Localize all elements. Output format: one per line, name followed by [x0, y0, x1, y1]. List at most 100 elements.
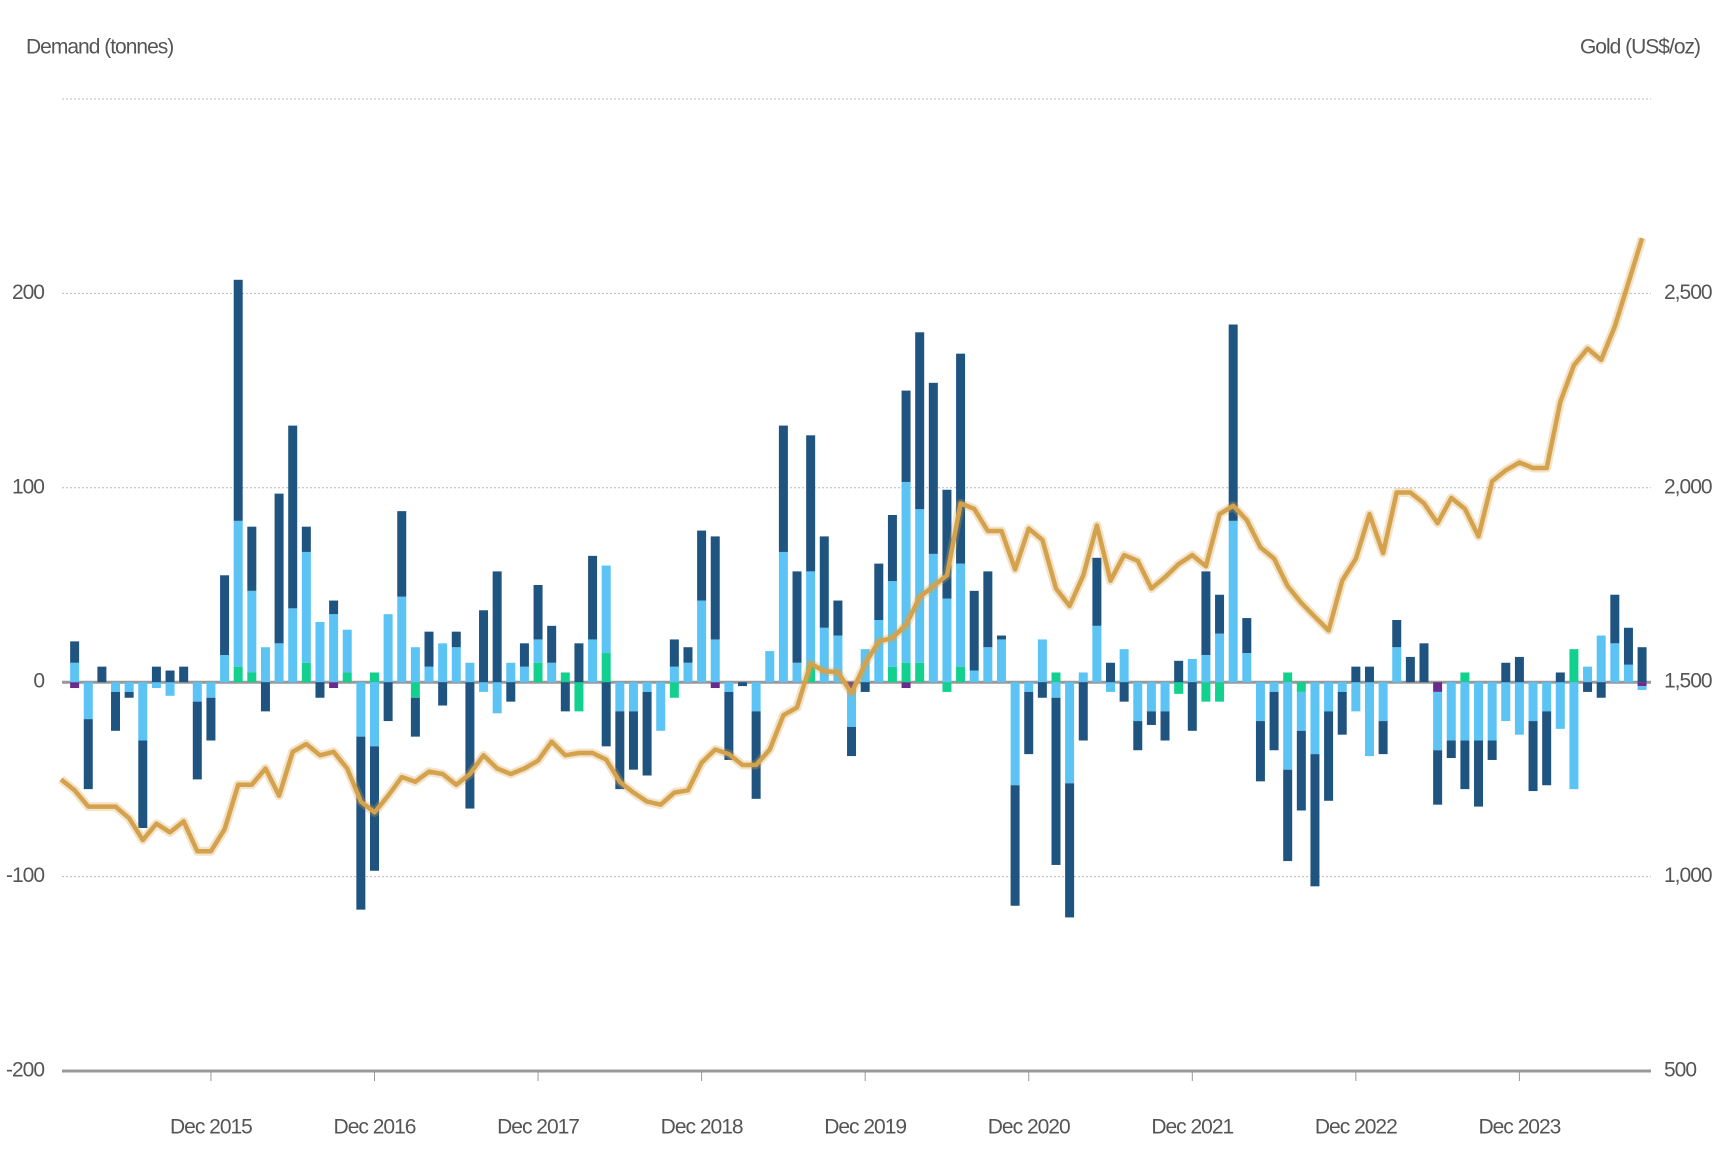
bar-segment	[247, 590, 257, 673]
bar-segment	[1487, 740, 1497, 760]
bar-segment	[697, 600, 707, 683]
bar-segment	[1092, 557, 1102, 626]
bar-segment	[1378, 721, 1388, 755]
bar-segment	[574, 682, 584, 712]
bar-segment	[806, 666, 816, 683]
bar-segment	[111, 691, 121, 731]
bar-segment	[1024, 691, 1034, 755]
bar-segment	[179, 666, 189, 683]
bar-segment	[792, 571, 802, 663]
bar-segment	[1364, 682, 1374, 757]
bar-segment	[1146, 682, 1156, 712]
bar-segment	[533, 585, 543, 640]
bar-segment	[424, 631, 434, 667]
bar-segment	[751, 711, 761, 799]
x-tick-label: Dec 2023	[1478, 1116, 1560, 1139]
bar-segment	[628, 682, 638, 712]
bar-segment	[1433, 691, 1443, 751]
bar-segment	[369, 672, 379, 683]
bar-segment	[1501, 682, 1511, 722]
bar-segment	[1310, 754, 1320, 887]
bar-segment	[928, 553, 938, 683]
bar-segment	[1474, 682, 1484, 741]
bar-segment	[1460, 682, 1470, 741]
bar-segment	[451, 631, 461, 648]
bar-segment	[260, 647, 270, 683]
bar-segment	[601, 682, 611, 747]
bar-segment	[1133, 721, 1143, 751]
bar-segment	[642, 691, 652, 776]
bar-segment	[1051, 672, 1061, 683]
bar-segment	[192, 682, 202, 702]
bar-segment	[451, 647, 461, 683]
y-tick-label: 0	[33, 670, 44, 693]
bar-segment	[1514, 682, 1524, 735]
bar-segment	[1283, 682, 1293, 770]
y2-tick-label: 1,500	[1664, 670, 1712, 693]
y2-tick-label: 500	[1664, 1059, 1696, 1082]
bar-segment	[833, 600, 843, 636]
bar-segment	[301, 662, 311, 683]
bar-segment	[70, 682, 80, 689]
bar-segment	[233, 666, 243, 683]
bar-segment	[1051, 682, 1061, 698]
bar-segment	[1133, 682, 1143, 722]
bar-segment	[369, 682, 379, 747]
bar-segment	[956, 666, 966, 683]
bar-segment	[1514, 656, 1524, 683]
bar-segment	[1242, 618, 1252, 654]
bar-segment	[778, 425, 788, 552]
bar-segment	[1174, 660, 1184, 683]
bar-segment	[683, 647, 693, 663]
y-axis-title: Demand (tonnes)	[26, 36, 173, 59]
bar-segment	[901, 662, 911, 683]
bar-segment	[1637, 686, 1647, 690]
bar-segment	[710, 682, 720, 689]
bar-segment	[1146, 711, 1156, 725]
bar-segment	[1187, 682, 1197, 731]
bar-segment	[1583, 682, 1593, 692]
bar-segment	[329, 600, 339, 615]
bar-segment	[1037, 682, 1047, 698]
bar-segment	[206, 697, 216, 741]
bar-segment	[1610, 594, 1620, 644]
bar-segment	[915, 662, 925, 683]
bar-segment	[1528, 682, 1538, 722]
bar-segment	[874, 619, 884, 683]
y2-axis-title: Gold (US$/oz)	[1580, 36, 1700, 59]
bar-segment	[996, 635, 1006, 640]
bar-segment	[1542, 682, 1552, 712]
bar-segment	[465, 682, 475, 809]
bar-segment	[1542, 711, 1552, 786]
bar-segment	[165, 670, 175, 683]
bar-segment	[710, 536, 720, 640]
bar-segment	[83, 682, 93, 720]
bar-segment	[1446, 740, 1456, 759]
bar-segment	[1637, 647, 1647, 683]
bar-segment	[438, 682, 448, 706]
bar-segment	[1569, 682, 1579, 790]
bar-segment	[601, 565, 611, 654]
bar-segment	[342, 629, 352, 673]
bar-segment	[1337, 682, 1347, 692]
bar-segment	[479, 682, 489, 692]
bar-segment	[1487, 682, 1497, 741]
bar-segment	[1283, 672, 1293, 683]
bar-segment	[928, 382, 938, 554]
bar-segment	[233, 520, 243, 667]
bar-segment	[901, 390, 911, 482]
bar-segment	[969, 670, 979, 683]
bar-segment	[588, 555, 598, 640]
bar-segment	[1296, 691, 1306, 731]
bar-segment	[724, 682, 734, 692]
bar-segment	[683, 662, 693, 683]
bar-segment	[847, 682, 857, 689]
bar-segment	[151, 666, 161, 683]
bar-segment	[383, 682, 393, 722]
x-tick-label: Dec 2018	[661, 1116, 743, 1139]
bar-segment	[1065, 783, 1075, 918]
gold-price-line	[59, 237, 1645, 854]
bar-segment	[247, 526, 257, 591]
bar-segment	[983, 571, 993, 648]
